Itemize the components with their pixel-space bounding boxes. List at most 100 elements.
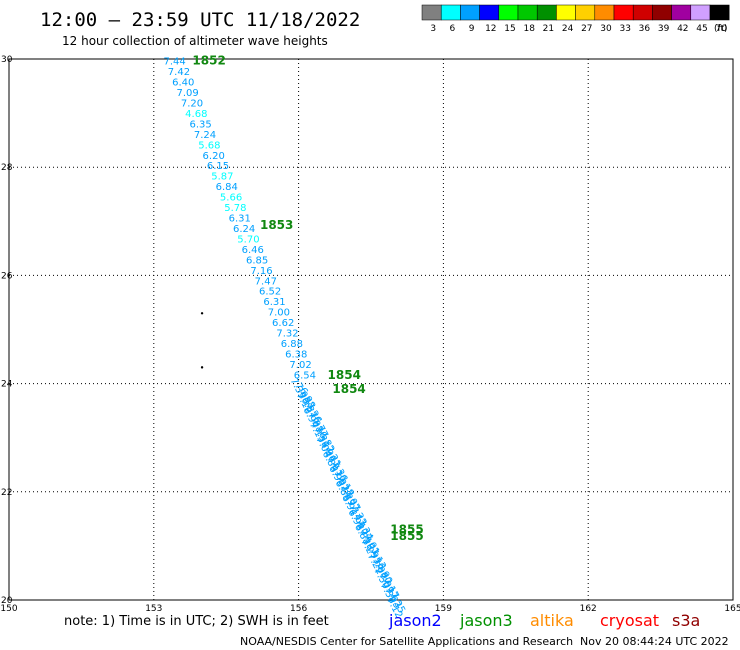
chart-title: 12:00 – 23:59 UTC 11/18/2022 <box>40 9 360 31</box>
chart-subtitle: 12 hour collection of altimeter wave hei… <box>62 34 328 48</box>
time-label: 1852 <box>192 54 225 68</box>
satellite-name: jason2 <box>388 611 442 630</box>
wave-height-label: 5.87 <box>211 172 233 183</box>
legend-bin-label: 3 <box>430 24 436 34</box>
wave-height-label: 6.52 <box>259 287 281 298</box>
satellite-name: s3a <box>672 611 700 630</box>
wave-height-label: 6.62 <box>272 318 294 329</box>
legend-bin-label: 30 <box>600 24 612 34</box>
wave-height-label: 7.02 <box>289 360 311 371</box>
satellite-legend: jason2 jason3 altika cryosat s3a <box>388 611 700 630</box>
footer-note: note: 1) Time is in UTC; 2) SWH is in fe… <box>64 614 329 629</box>
grid-lines <box>9 59 733 600</box>
point-marker <box>200 312 204 315</box>
y-tick-label: 24 <box>1 380 13 390</box>
color-legend: 3 6 9 12 15 18 21 24 27 30 33 36 39 42 45 70 <box>421 4 730 34</box>
legend-bin-label: 6 <box>450 24 456 34</box>
wave-height-label: 7.16 <box>250 266 272 277</box>
legend-bin-label: 21 <box>543 24 554 34</box>
wave-height-label: 6.46 <box>242 245 264 256</box>
wave-height-label: 7.42 <box>168 67 190 78</box>
wave-height-label: 6.88 <box>281 339 303 350</box>
legend-bin-label: 42 <box>677 24 688 34</box>
wave-height-label: 6.85 <box>246 255 268 266</box>
legend-swatch <box>632 4 653 21</box>
axis-tick-labels: 150 153 156 159 162 165 20 22 24 26 28 30 <box>0 55 740 614</box>
x-tick-label: 156 <box>290 604 307 614</box>
x-tick-label: 153 <box>145 604 162 614</box>
wave-height-label: 5.66 <box>220 193 242 204</box>
satellite-name: cryosat <box>600 611 659 630</box>
legend-bin-label: 18 <box>523 24 535 34</box>
wave-height-label: 7.00 <box>268 308 290 319</box>
legend-swatch <box>594 4 615 21</box>
wave-height-label: 5.70 <box>237 234 259 245</box>
wave-height-label: 6.84 <box>216 182 238 193</box>
x-tick-label: 159 <box>435 604 452 614</box>
wave-height-label: 7.32 <box>276 329 298 340</box>
plot-frame <box>8 58 734 601</box>
time-label: 1854 <box>332 382 365 396</box>
wave-height-track: 7.447.426.407.097.204.686.357.245.686.20… <box>163 54 423 621</box>
time-label: 1855 <box>390 523 423 537</box>
x-tick-label: 150 <box>0 604 17 614</box>
legend-swatch <box>440 4 461 21</box>
y-tick-label: 22 <box>1 488 12 498</box>
wave-height-label: 6.31 <box>229 214 251 225</box>
wave-height-label: 5.78 <box>224 203 246 214</box>
legend-bin-label: 12 <box>485 24 496 34</box>
time-label: 1853 <box>260 218 293 232</box>
legend-bin-label: 45 <box>696 24 707 34</box>
legend-swatch <box>613 4 634 21</box>
satellite-name: altika <box>530 611 574 630</box>
time-label: 1855 <box>390 529 423 543</box>
wave-height-label: 6.40 <box>172 78 194 89</box>
wave-height-label: 7.24 <box>194 130 216 141</box>
point-marker <box>200 366 204 369</box>
y-tick-label: 30 <box>1 55 13 65</box>
legend-swatch <box>709 4 730 21</box>
legend-bin-label: 27 <box>581 24 592 34</box>
legend-bin-label: 70 <box>715 24 727 34</box>
y-tick-label: 20 <box>1 596 13 606</box>
legend-swatch <box>690 4 711 21</box>
legend-swatch <box>556 4 576 21</box>
wave-height-label: 6.35 <box>190 119 212 130</box>
legend-swatch <box>460 4 480 21</box>
legend-bin-label: 9 <box>469 24 475 34</box>
legend-bin-label: 33 <box>619 24 630 34</box>
legend-swatch <box>575 4 596 21</box>
x-tick-label: 165 <box>724 604 740 614</box>
y-tick-label: 26 <box>1 271 13 281</box>
wave-height-label: 6.24 <box>233 224 255 235</box>
wave-height-label: 6.20 <box>203 151 225 162</box>
time-label: 1854 <box>328 368 361 382</box>
wave-height-label: 6.31 <box>263 297 285 308</box>
wave-height-label: 7.09 <box>176 88 198 99</box>
wave-height-label: 7.44 <box>163 57 185 68</box>
legend-swatch <box>671 4 692 21</box>
legend-swatch <box>652 4 672 21</box>
legend-swatch <box>421 4 442 21</box>
wave-height-label: 7.20 <box>181 98 203 109</box>
y-tick-label: 28 <box>1 163 13 173</box>
legend-unit: (ft) <box>714 24 728 34</box>
wave-height-label: 6.38 <box>285 349 307 360</box>
wave-height-label: 5.68 <box>198 140 220 151</box>
wave-height-label: 6.54 <box>294 370 316 381</box>
legend-bin-label: 39 <box>658 24 670 34</box>
legend-swatch <box>479 4 500 21</box>
footer-credit: NOAA/NESDIS Center for Satellite Applica… <box>240 635 573 648</box>
footer-timestamp: Nov 20 08:44:24 UTC 2022 <box>580 635 729 648</box>
legend-swatch <box>517 4 538 21</box>
wave-height-label: 4.68 <box>185 109 207 120</box>
x-tick-label: 162 <box>580 604 597 614</box>
legend-bin-label: 15 <box>504 24 515 34</box>
legend-bin-label: 24 <box>562 24 574 34</box>
satellite-name: jason3 <box>459 611 513 630</box>
wave-height-label: 7.47 <box>255 276 277 287</box>
wave-height-label: 6.15 <box>207 161 229 172</box>
legend-swatch <box>498 4 519 21</box>
legend-swatch <box>536 4 557 21</box>
